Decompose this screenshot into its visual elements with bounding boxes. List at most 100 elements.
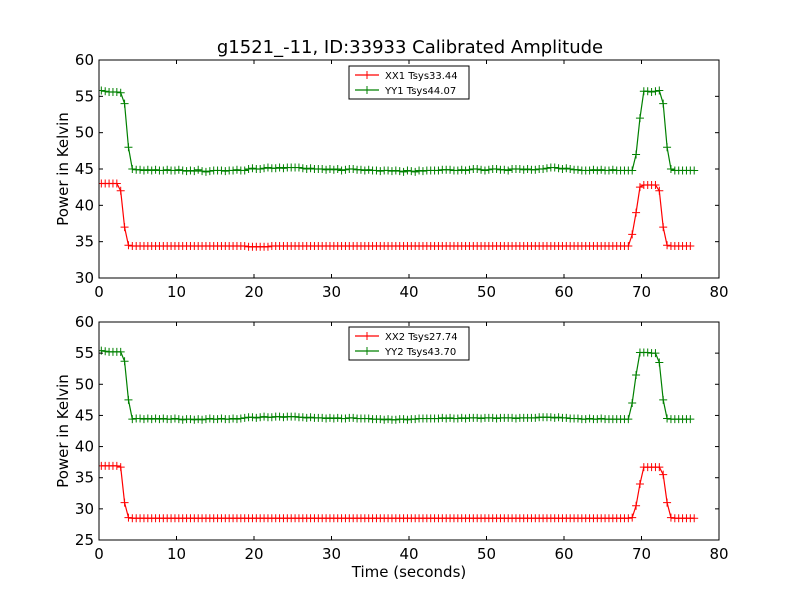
data-point	[325, 413, 334, 422]
x-axis-label: Time (seconds)	[351, 563, 467, 581]
data-point	[566, 165, 575, 173]
y-axis-label: Power in Kelvin	[54, 374, 72, 488]
data-point	[260, 164, 269, 173]
series-markers-1	[99, 461, 699, 523]
data-point	[628, 230, 637, 239]
data-point	[318, 413, 327, 422]
data-point	[593, 166, 602, 175]
data-point	[624, 514, 633, 523]
data-point	[434, 166, 443, 175]
data-point	[256, 413, 265, 422]
data-point	[291, 412, 300, 421]
data-point	[632, 501, 641, 510]
data-point	[229, 166, 238, 175]
legend-label: XX1 Tsys33.44	[385, 71, 458, 82]
data-point	[690, 166, 699, 175]
data-point	[628, 166, 637, 175]
data-point	[515, 165, 524, 173]
data-point	[240, 242, 249, 251]
data-point	[174, 415, 183, 424]
data-point	[659, 395, 668, 404]
data-point	[194, 165, 203, 174]
data-point	[329, 165, 338, 174]
data-point	[376, 167, 385, 176]
data-point	[663, 143, 672, 152]
data-point	[294, 163, 303, 172]
series-markers-2	[99, 86, 699, 176]
data-point	[182, 167, 191, 176]
data-point	[446, 165, 455, 174]
data-point	[318, 165, 327, 173]
data-point	[663, 241, 672, 250]
data-point	[147, 415, 156, 424]
data-point	[128, 165, 137, 173]
data-point	[504, 166, 513, 175]
data-point	[690, 514, 699, 523]
y-tick-label: 55	[75, 87, 94, 105]
x-tick-label: 80	[709, 545, 728, 563]
data-point	[256, 165, 265, 173]
data-point	[663, 498, 672, 507]
data-point	[461, 166, 470, 175]
data-point	[500, 165, 509, 174]
data-point	[562, 413, 571, 422]
data-point	[659, 470, 668, 479]
data-point	[136, 165, 145, 174]
data-point	[465, 165, 474, 174]
data-point	[120, 498, 129, 507]
data-point	[279, 164, 288, 173]
data-point	[99, 86, 106, 95]
data-point	[391, 166, 400, 175]
y-tick-label: 45	[75, 160, 94, 178]
x-tick-label: 30	[322, 283, 341, 301]
legend-box	[348, 65, 470, 100]
legend-box	[348, 326, 470, 361]
y-tick-label: 25	[75, 531, 94, 549]
legend-marker	[363, 347, 371, 355]
y-tick-label: 55	[75, 344, 94, 362]
figure-title: g1521_-11, ID:33933 Calibrated Amplitude	[217, 37, 603, 58]
data-point	[686, 415, 695, 424]
y-tick-label: 30	[75, 269, 94, 287]
data-point	[403, 415, 412, 424]
data-point	[263, 242, 272, 251]
data-point	[136, 414, 145, 423]
legend: XX2 Tsys27.74 YY2 Tsys43.70	[348, 326, 470, 361]
legend-marker	[363, 71, 371, 79]
data-point	[550, 413, 559, 422]
data-point	[159, 166, 168, 175]
y-tick-label: 60	[75, 51, 94, 69]
data-point	[628, 513, 637, 522]
y-tick-label: 40	[75, 196, 94, 214]
data-point	[170, 414, 179, 423]
x-tick-label: 60	[554, 283, 573, 301]
data-point	[139, 166, 148, 175]
data-point	[624, 242, 633, 251]
data-point	[333, 165, 342, 173]
data-point	[523, 165, 532, 173]
data-point	[225, 415, 234, 424]
data-point	[271, 164, 280, 173]
x-tick-label: 0	[94, 545, 104, 563]
x-tick-label: 80	[709, 283, 728, 301]
data-point	[349, 165, 358, 173]
data-point	[597, 414, 606, 423]
data-point	[477, 165, 486, 174]
data-point	[170, 166, 179, 175]
data-point	[492, 165, 501, 173]
data-point	[325, 165, 334, 173]
data-point	[492, 414, 501, 423]
data-point	[411, 415, 420, 424]
data-point	[306, 413, 315, 422]
data-point	[120, 99, 129, 108]
legend-marker	[363, 86, 371, 94]
data-point	[585, 414, 594, 423]
data-point	[442, 414, 451, 423]
x-tick-label: 20	[244, 545, 263, 563]
x-tick-label: 70	[632, 545, 651, 563]
data-point	[453, 414, 462, 423]
data-point	[302, 165, 311, 173]
data-point	[143, 414, 152, 423]
data-point	[554, 164, 563, 173]
data-point	[167, 415, 176, 424]
